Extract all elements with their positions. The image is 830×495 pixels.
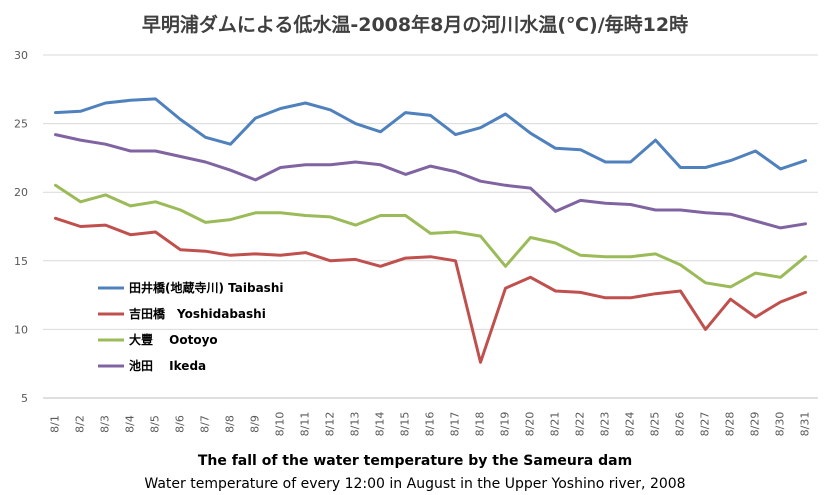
x-tick-label: 8/18: [474, 412, 487, 437]
series-lines: [54, 97, 807, 364]
x-tick-label: 8/1: [49, 415, 62, 433]
chart-title: 早明浦ダムによる低水温-2008年8月の河川水温(℃)/毎時12時: [142, 13, 688, 36]
series-line-4: [54, 133, 807, 230]
x-tick-label: 8/25: [649, 412, 662, 437]
water-temperature-chart: 早明浦ダムによる低水温-2008年8月の河川水温(℃)/毎時12時 5 10 15 2…: [14, 13, 818, 437]
y-tick-label: 10: [14, 323, 28, 336]
x-tick-label: 8/21: [549, 412, 562, 437]
caption-title: The fall of the water temperature by the…: [197, 453, 633, 469]
gridlines: [43, 54, 818, 399]
legend-label-4: 池田 Ikeda: [129, 358, 206, 373]
x-tick-label: 8/11: [299, 412, 312, 437]
x-tick-label: 8/31: [799, 412, 812, 437]
x-tick-label: 8/24: [624, 412, 637, 437]
series-line-3: [54, 183, 807, 289]
y-axis-ticks: 5 10 15 20 25 30: [14, 49, 28, 405]
x-tick-label: 8/29: [749, 412, 762, 437]
x-tick-label: 8/16: [424, 412, 437, 437]
series-line-2: [54, 216, 807, 364]
x-tick-label: 8/15: [399, 412, 412, 437]
x-tick-label: 8/23: [599, 412, 612, 437]
legend: 田井橋(地蔵寺川) Taibashi 吉田橋 Yoshidabashi 大豐 Oot…: [98, 280, 283, 373]
x-tick-label: 8/13: [349, 412, 362, 437]
x-tick-label: 8/22: [574, 412, 587, 437]
legend-label-3: 大豐 Ootoyo: [129, 332, 218, 347]
legend-label-1: 田井橋(地蔵寺川) Taibashi: [129, 280, 283, 295]
x-tick-label: 8/5: [149, 415, 162, 433]
x-tick-label: 8/20: [524, 412, 537, 437]
x-tick-label: 8/17: [449, 412, 462, 437]
caption-subtitle: Water temperature of every 12:00 in Augu…: [144, 476, 686, 492]
x-axis-ticks: 8/1 8/2 8/3 8/4 8/5 8/6 8/7 8/8 8/9 8/10 8/11 8/12 8…: [49, 412, 812, 437]
y-tick-label: 25: [14, 118, 28, 131]
x-tick-label: 8/6: [174, 415, 187, 433]
x-tick-label: 8/19: [499, 412, 512, 437]
x-tick-label: 8/26: [674, 412, 687, 437]
x-tick-label: 8/7: [199, 415, 212, 433]
x-tick-label: 8/14: [374, 412, 387, 437]
x-tick-label: 8/12: [324, 412, 337, 437]
legend-label-2: 吉田橋 Yoshidabashi: [129, 306, 266, 321]
y-tick-label: 30: [14, 49, 28, 62]
x-tick-label: 8/10: [274, 412, 287, 437]
y-tick-label: 15: [14, 255, 28, 268]
x-tick-label: 8/3: [99, 415, 112, 433]
x-tick-label: 8/30: [774, 412, 787, 437]
x-tick-label: 8/27: [699, 412, 712, 437]
y-tick-label: 20: [14, 186, 28, 199]
x-tick-label: 8/8: [224, 415, 237, 433]
y-tick-label: 5: [21, 392, 28, 405]
x-tick-label: 8/9: [249, 415, 262, 433]
x-tick-label: 8/2: [74, 415, 87, 433]
series-line-1: [54, 97, 807, 171]
x-tick-label: 8/4: [124, 415, 137, 433]
x-tick-label: 8/28: [724, 412, 737, 437]
